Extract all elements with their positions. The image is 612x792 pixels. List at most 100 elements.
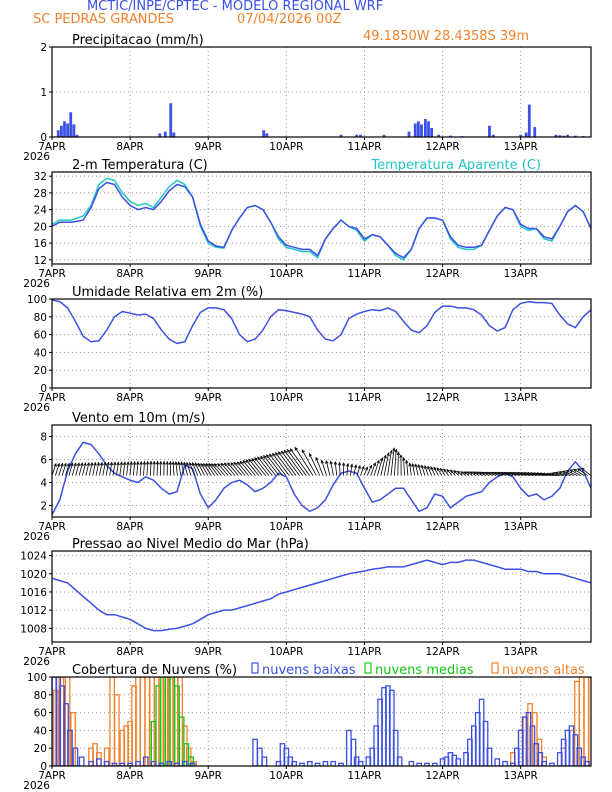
humidity-line-blue — [52, 299, 591, 345]
cloud-bar-nuvens-baixas — [306, 760, 313, 766]
wind-vector-head — [554, 471, 559, 475]
wind-vector-head — [162, 460, 166, 465]
wind-vector — [366, 465, 372, 476]
wind-vector — [275, 452, 294, 476]
wind-vector-head — [73, 462, 77, 467]
wind-vector-head — [497, 471, 502, 475]
wind-vector-head — [230, 462, 234, 466]
wind-vector-head — [353, 464, 358, 469]
cloud-bar-nuvens-baixas — [537, 752, 544, 766]
temperature-xtick-label: 11APR — [347, 268, 381, 280]
wind-vector — [349, 464, 353, 476]
wind-vector-head — [494, 471, 498, 475]
cloud-bar-nuvens-altas — [588, 677, 591, 766]
precip-year-label: 2026 — [23, 151, 50, 163]
wind-vector-head — [558, 471, 563, 475]
wind-vector-head — [126, 461, 130, 466]
wind-vector-head — [70, 462, 74, 467]
wind-vector-head — [369, 464, 373, 469]
precip-bar — [488, 125, 491, 137]
pressure-xtick-label: 12APR — [425, 646, 459, 658]
wind-vector — [390, 448, 395, 476]
precip-xtick-label: 9APR — [194, 141, 222, 153]
clouds-title: Cobertura de Nuvens (%) — [72, 663, 237, 678]
wind-vector-head — [519, 471, 523, 476]
wind-vector-head — [565, 470, 570, 474]
wind-vector-head — [561, 470, 566, 474]
legend-swatch-nuvens-medias — [364, 662, 372, 674]
wind-vector — [406, 460, 409, 476]
wind-vector-head — [113, 461, 117, 466]
wind-vector-head — [487, 471, 492, 475]
wind-vector — [92, 462, 96, 476]
wind-vector-head — [155, 460, 160, 465]
wind-vector-head — [522, 472, 527, 476]
wind-vector-head — [515, 471, 520, 476]
cloud-bar-nuvens-baixas — [416, 762, 422, 766]
wind-vector-head — [236, 461, 241, 466]
wind-vector — [383, 453, 390, 476]
precip-bar — [423, 119, 427, 137]
cloud-bar-nuvens-baixas — [322, 760, 329, 766]
wind-vector-head — [294, 446, 298, 451]
wind-vector — [552, 472, 564, 476]
cloud-bar-nuvens-baixas — [252, 738, 258, 766]
wind-vector — [172, 461, 175, 476]
wind-vector-head — [266, 454, 270, 458]
pressure-xtick-label: 10APR — [269, 646, 303, 658]
wind-xtick-label: 13APR — [504, 521, 538, 533]
wind-vector — [538, 473, 551, 476]
wind-vector-head — [217, 462, 221, 467]
wind-vector-head — [509, 471, 514, 476]
wind-vector-head — [189, 461, 193, 466]
wind-vector-head — [280, 450, 285, 455]
wind-vector-head — [283, 449, 288, 454]
wind-series — [52, 441, 591, 516]
precip-panel — [49, 46, 592, 140]
cloud-bar-nuvens-baixas — [158, 762, 165, 766]
wind-vector — [463, 471, 470, 476]
precip-bar — [382, 134, 386, 137]
wind-vector-head — [177, 461, 181, 466]
wind-vector-head — [203, 462, 207, 467]
wind-vector — [479, 471, 487, 476]
cloud-bar-nuvens-baixas — [494, 758, 501, 766]
wind-vector-head — [456, 470, 461, 475]
wind-vector-head — [248, 458, 252, 463]
wind-vector-head — [389, 449, 393, 454]
precip-bar — [339, 134, 343, 137]
wind-vector-head — [132, 460, 137, 465]
cloud-bar-nuvens-baixas — [424, 762, 430, 766]
wind-vector-head — [200, 462, 204, 467]
wind-vector — [360, 466, 365, 476]
pressure-ytick-label: 1020 — [20, 569, 47, 581]
wind-vector-head — [145, 460, 150, 465]
precip-bar — [413, 123, 417, 137]
cloud-bar-nuvens-altas — [103, 747, 110, 766]
wind-vector — [234, 462, 246, 476]
wind-vector-head — [197, 462, 201, 467]
wind-vector-head — [233, 461, 238, 466]
wind-vector-head — [116, 461, 120, 466]
wind-vector — [105, 462, 109, 476]
wind-vector-head — [122, 461, 127, 466]
wind-vector-head — [481, 471, 486, 475]
wind-vector — [143, 461, 145, 476]
cloud-bar-nuvens-baixas — [392, 729, 399, 766]
wind-vector-head — [424, 464, 428, 469]
cloud-bar-nuvens-baixas — [127, 762, 133, 766]
humidity-xtick-label: 12APR — [425, 392, 459, 404]
wind-vector-head — [472, 471, 477, 475]
wind-vector — [242, 460, 256, 476]
cloud-bar-nuvens-baixas — [502, 760, 508, 766]
cloud-bar-nuvens-baixas — [72, 747, 79, 766]
wind-vector-head — [191, 462, 196, 466]
wind-vector — [254, 457, 270, 476]
humidity-xtick-label: 7APR — [38, 392, 66, 404]
clouds-xtick-label: 10APR — [269, 770, 303, 782]
precip-xtick-label: 12APR — [425, 141, 459, 153]
wind-vector — [409, 463, 412, 476]
temperature-ytick-label: 16 — [34, 238, 48, 250]
wind-vector-head — [350, 463, 354, 468]
wind-vector — [421, 465, 426, 476]
